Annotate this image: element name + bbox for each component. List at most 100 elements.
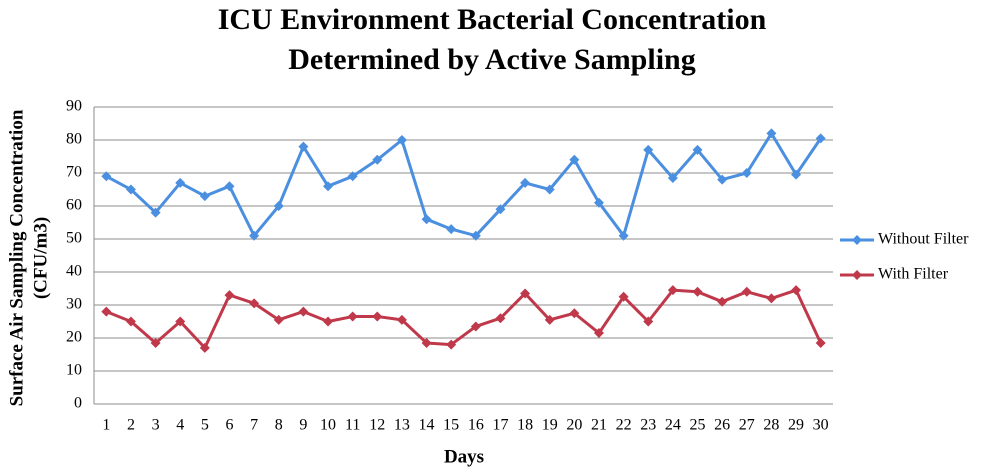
data-point — [618, 230, 629, 241]
data-point — [791, 169, 802, 180]
data-point — [101, 306, 112, 317]
data-point — [618, 291, 629, 302]
x-tick-label: 22 — [616, 417, 632, 434]
x-tick-label: 30 — [813, 417, 829, 434]
x-tick-label: 21 — [591, 417, 607, 434]
x-tick-label: 7 — [250, 417, 258, 434]
data-point — [224, 181, 235, 192]
data-point — [815, 133, 826, 144]
data-point — [717, 296, 728, 307]
data-point — [347, 171, 358, 182]
x-tick-label: 24 — [665, 417, 681, 434]
x-tick-label: 10 — [320, 417, 336, 434]
data-point — [717, 174, 728, 185]
data-point — [421, 337, 432, 348]
x-tick-label: 23 — [640, 417, 656, 434]
x-tick-label: 19 — [542, 417, 558, 434]
x-tick-label: 2 — [127, 417, 135, 434]
data-point — [495, 313, 506, 324]
data-point — [298, 306, 309, 317]
data-point — [643, 144, 654, 155]
x-tick-label: 20 — [566, 417, 582, 434]
data-point — [667, 172, 678, 183]
data-point — [569, 308, 580, 319]
data-point — [470, 321, 481, 332]
y-tick-label: 50 — [66, 230, 82, 247]
data-point — [249, 298, 260, 309]
data-point — [347, 311, 358, 322]
y-tick-label: 10 — [66, 362, 82, 379]
data-point — [101, 171, 112, 182]
data-point — [741, 286, 752, 297]
data-point — [791, 285, 802, 296]
data-point — [396, 135, 407, 145]
x-tick-label: 1 — [102, 417, 110, 434]
x-tick-label: 4 — [176, 417, 184, 434]
x-axis-title: Days — [444, 446, 484, 467]
data-point — [741, 168, 752, 178]
y-axis-title: Surface Air Sampling Concentration — [6, 109, 27, 406]
y-tick-label: 20 — [66, 329, 82, 346]
data-point — [569, 154, 580, 165]
data-point — [249, 230, 260, 241]
data-point — [692, 144, 703, 155]
x-tick-label: 12 — [369, 417, 385, 434]
data-point — [495, 204, 506, 215]
x-tick-label: 11 — [345, 417, 360, 434]
legend-label: With Filter — [878, 266, 949, 283]
series-line — [105, 131, 822, 238]
series-line — [105, 288, 823, 350]
data-point — [520, 288, 531, 299]
x-tick-label: 8 — [275, 417, 283, 434]
data-point — [544, 314, 555, 325]
data-point — [815, 337, 826, 348]
chart-title: Determined by Active Sampling — [288, 43, 695, 76]
x-tick-label: 17 — [492, 417, 508, 434]
data-point — [766, 128, 777, 139]
chart-title: ICU Environment Bacterial Concentration — [218, 3, 767, 36]
x-tick-label: 25 — [690, 417, 706, 434]
x-tick-label: 15 — [443, 417, 459, 434]
data-point — [372, 311, 383, 322]
x-tick-label: 26 — [714, 417, 730, 434]
x-tick-label: 6 — [225, 417, 233, 434]
x-tick-label: 18 — [517, 417, 533, 434]
data-point — [273, 314, 284, 325]
data-point — [421, 214, 432, 225]
data-point — [273, 201, 284, 211]
legend-marker — [852, 235, 862, 245]
data-point — [224, 290, 235, 301]
x-tick-label: 13 — [394, 417, 410, 434]
data-point — [470, 230, 481, 241]
y-tick-label: 80 — [66, 131, 82, 148]
data-point — [593, 197, 604, 208]
y-tick-label: 30 — [66, 296, 82, 313]
data-point — [323, 316, 334, 327]
data-point — [323, 181, 334, 192]
data-point — [125, 316, 136, 327]
data-point — [150, 337, 161, 348]
data-point — [175, 177, 186, 188]
data-point — [199, 191, 210, 202]
data-point — [175, 316, 186, 327]
x-tick-label: 27 — [739, 417, 755, 434]
data-point — [372, 154, 383, 165]
data-point — [643, 316, 654, 327]
data-point — [667, 285, 678, 296]
data-point — [520, 177, 531, 188]
data-point — [298, 141, 309, 152]
y-tick-label: 90 — [66, 98, 82, 115]
x-tick-label: 29 — [788, 417, 804, 434]
x-tick-label: 14 — [419, 417, 435, 434]
y-axis-title: (CFU/m3) — [30, 217, 51, 299]
data-point — [593, 328, 604, 339]
legend-label: Without Filter — [878, 231, 969, 248]
data-point — [396, 314, 407, 325]
data-point — [125, 184, 136, 195]
data-point — [199, 342, 210, 353]
y-tick-label: 60 — [66, 197, 82, 214]
x-tick-label: 9 — [299, 417, 307, 434]
data-point — [766, 293, 777, 304]
data-point — [150, 207, 161, 218]
